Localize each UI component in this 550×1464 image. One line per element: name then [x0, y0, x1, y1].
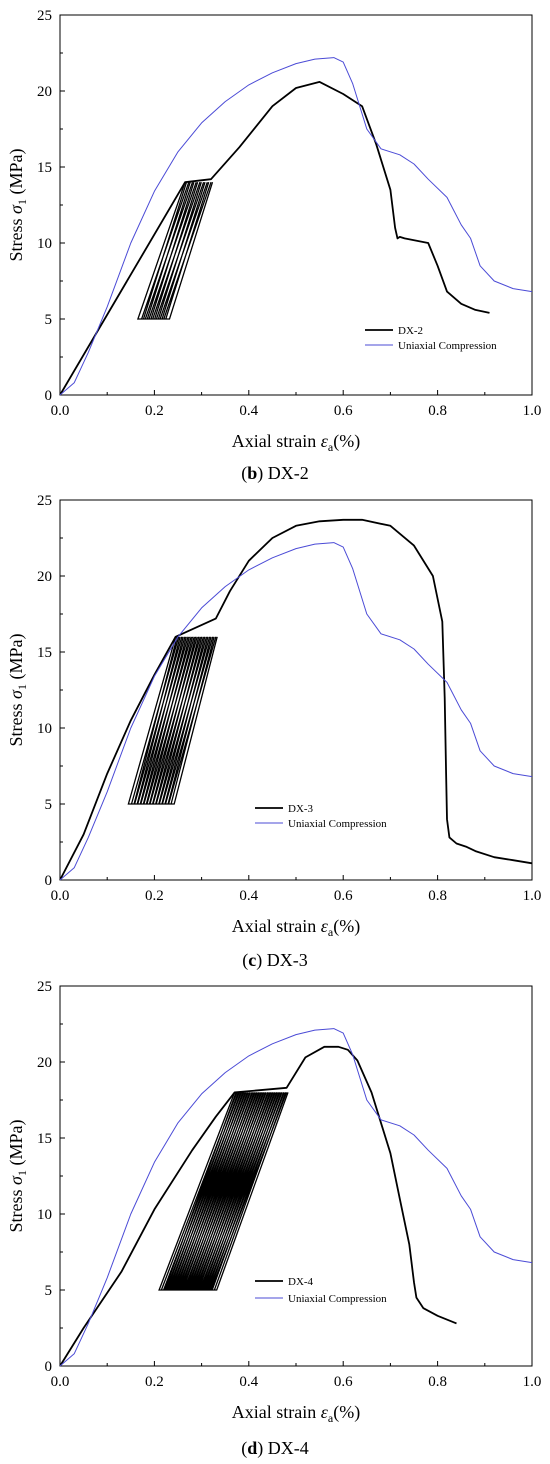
y-tick-label: 5 — [45, 797, 53, 813]
series-line-uniaxial — [59, 1028, 533, 1367]
x-tick-label: 0.6 — [334, 888, 353, 904]
x-tick-label: 0.6 — [334, 1374, 353, 1390]
y-tick-label: 5 — [45, 312, 53, 328]
y-tick-label: 5 — [45, 1283, 53, 1299]
caption-letter: c — [248, 950, 257, 970]
y-tick-label: 25 — [37, 979, 52, 995]
y-tick-label: 25 — [37, 8, 52, 24]
y-tick-label: 10 — [37, 721, 52, 737]
x-tick-label: 0.4 — [239, 1374, 258, 1390]
y-tick-label: 20 — [37, 1055, 52, 1071]
y-axis-label: Stress σ1 (MPa) — [6, 149, 29, 262]
chart-panel-d: 0.0 0.2 0.4 0.6 0.8 1.0 0 5 10 15 20 25 Axial strain… — [0, 976, 550, 1464]
series-line-test — [59, 81, 490, 396]
x-tick-label: 0.2 — [145, 888, 164, 904]
x-tick-label: 0.4 — [239, 888, 258, 904]
y-tick-label: 0 — [45, 873, 53, 889]
plot-frame — [59, 985, 533, 1367]
caption-c: (c) DX-3 — [242, 950, 308, 970]
caption-d: (d) DX-4 — [241, 1438, 309, 1458]
x-tick-label: 0.2 — [145, 1374, 164, 1390]
x-tick-label: 0.8 — [428, 888, 447, 904]
legend-label: Uniaxial Compression — [288, 818, 387, 830]
y-tick-label: 20 — [37, 84, 52, 100]
loading-cycles — [127, 636, 218, 805]
plot-frame — [59, 14, 533, 396]
chart-svg-c: 0.0 0.2 0.4 0.6 0.8 1.0 0 5 10 15 20 25 Axial strain… — [6, 493, 542, 939]
y-tick-label: 10 — [37, 236, 52, 252]
y-tick-label: 20 — [37, 569, 52, 585]
loading-cycles — [136, 181, 214, 320]
chart-svg-d: 0.0 0.2 0.4 0.6 0.8 1.0 0 5 10 15 20 25 Axial strain… — [6, 979, 542, 1425]
y-tick-label: 15 — [37, 645, 52, 661]
x-axis-label: Axial strain εa(%) — [232, 431, 360, 454]
legend-label: DX-4 — [288, 1276, 314, 1288]
series-line-test — [59, 518, 533, 881]
y-tick-label: 25 — [37, 493, 52, 509]
caption-letter: b — [247, 463, 258, 483]
y-tick-label: 0 — [45, 388, 53, 404]
series-line-test — [59, 1045, 457, 1367]
y-axis-label: Stress σ1 (MPa) — [6, 1120, 29, 1233]
x-tick-label: 0.0 — [51, 1374, 70, 1390]
y-tick-label: 15 — [37, 1131, 52, 1147]
x-tick-label: 0.0 — [51, 888, 70, 904]
x-tick-label: 1.0 — [523, 1374, 542, 1390]
y-tick-label: 0 — [45, 1359, 53, 1375]
y-tick-label: 10 — [37, 1207, 52, 1223]
x-tick-label: 0.8 — [428, 403, 447, 419]
x-tick-label: 0.6 — [334, 403, 353, 419]
loading-cycles — [158, 1092, 289, 1291]
legend-label: DX-2 — [398, 325, 423, 337]
x-tick-label: 1.0 — [523, 888, 542, 904]
caption-letter: d — [247, 1438, 258, 1458]
x-tick-label: 0.4 — [239, 403, 258, 419]
series-line-uniaxial — [59, 57, 533, 396]
legend-label: Uniaxial Compression — [288, 1293, 387, 1305]
y-tick-label: 15 — [37, 160, 52, 176]
caption-b: (b) DX-2 — [241, 463, 309, 483]
chart-panel-b: 0.0 0.2 0.4 0.6 0.8 1.0 0 5 10 15 20 25 Axial strain… — [0, 0, 550, 488]
x-axis-label: Axial strain εa(%) — [232, 916, 360, 939]
caption-name: DX-4 — [267, 1438, 309, 1458]
chart-panel-c: 0.0 0.2 0.4 0.6 0.8 1.0 0 5 10 15 20 25 Axial strain… — [0, 488, 550, 976]
x-tick-label: 1.0 — [523, 403, 542, 419]
caption-name: DX-2 — [267, 463, 309, 483]
x-tick-label: 0.8 — [428, 1374, 447, 1390]
legend-label: Uniaxial Compression — [398, 340, 497, 352]
x-tick-label: 0.2 — [145, 403, 164, 419]
chart-svg-b: 0.0 0.2 0.4 0.6 0.8 1.0 0 5 10 15 20 25 Axial strain… — [6, 8, 542, 454]
x-axis-label: Axial strain εa(%) — [232, 1402, 360, 1425]
legend-label: DX-3 — [288, 803, 314, 815]
series-line-uniaxial — [59, 542, 533, 881]
y-axis-label: Stress σ1 (MPa) — [6, 634, 29, 747]
caption-name: DX-3 — [266, 950, 308, 970]
x-tick-label: 0.0 — [51, 403, 70, 419]
